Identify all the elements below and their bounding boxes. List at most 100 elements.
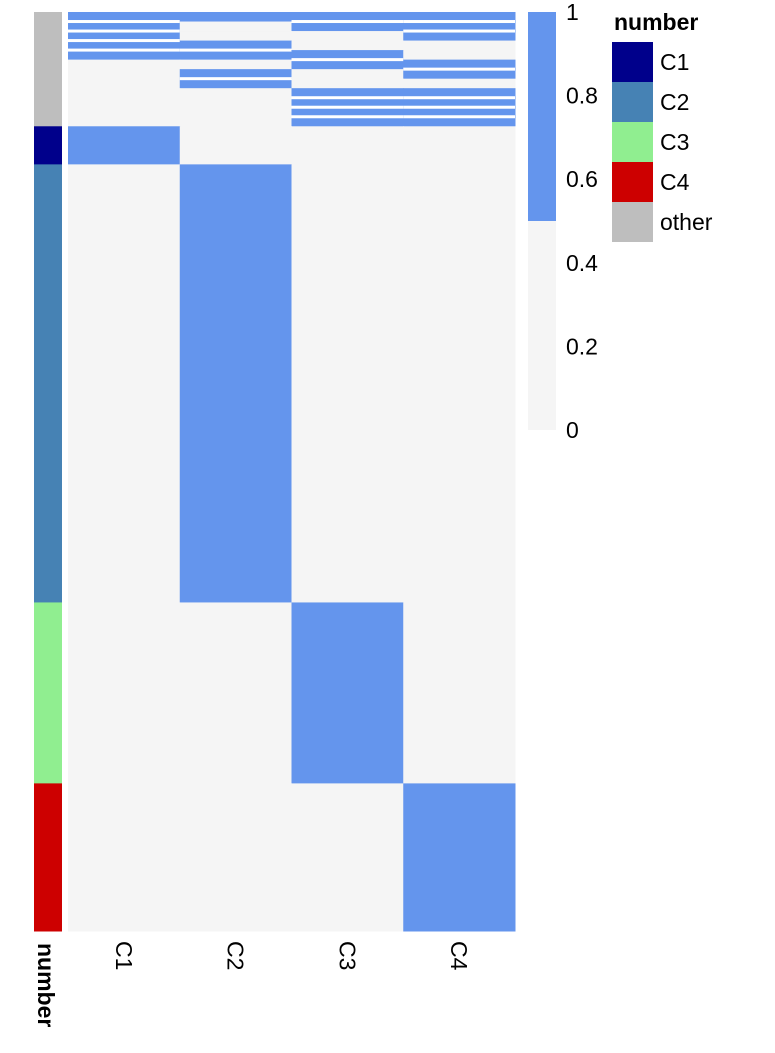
colorbar-ticks: 1 0.8 0.6 0.4 0.2 0 [566,0,598,443]
annotation-cell [34,164,62,603]
annotation-cell [34,21,62,32]
heatmap-cell [291,126,404,165]
heatmap-cell [403,69,516,80]
heatmap-cell [291,69,404,80]
legend-swatch [612,122,653,162]
heatmap-cell [179,50,292,61]
colorbar-low [528,221,556,430]
heatmap-cell [179,602,292,784]
colorbar-tick-label: 0 [566,417,579,443]
heatmap-cell [68,78,181,89]
heatmap-cell [179,107,292,118]
row-separator [68,20,180,24]
row-separator [403,105,515,109]
heatmap-cell [291,164,404,603]
heatmap-cell [403,126,516,165]
legend-swatch [612,82,653,122]
heatmap-cell [291,783,404,932]
heatmap-cell [291,12,404,23]
annotation-cell [34,69,62,80]
heatmap-cell [403,12,516,23]
heatmap-cell [179,97,292,108]
annotation-axis-label: number [33,943,59,1027]
heatmap-cell [68,126,181,165]
row-separator [403,29,515,33]
row-separator [68,48,180,52]
heatmap-cell [179,21,292,32]
annotation-cell [34,88,62,99]
row-separator [403,96,515,100]
heatmap-cell [179,31,292,42]
heatmap-cell [403,602,516,784]
annotation-cell [34,59,62,70]
heatmap-cell [68,116,181,127]
colorbar-tick-label: 0.4 [566,250,598,276]
column-labels: C1 C2 C3 C4 [111,941,472,971]
row-separator [179,77,292,81]
annotation-cell [34,116,62,127]
heatmap-cell [68,31,181,42]
annotation-cell [34,78,62,89]
heatmap-cell [68,12,181,23]
legend-label: C3 [660,129,689,155]
colorbar-tick-label: 1 [566,0,579,25]
heatmap-cell [403,78,516,89]
heatmap-cell [179,40,292,51]
annotation-cell [34,50,62,61]
heatmap-cell [68,107,181,118]
heatmap-cell [179,126,292,165]
heatmap-cell [291,21,404,32]
heatmap-cell [291,602,404,784]
colorbar [528,12,556,430]
legend-label: C1 [660,49,689,75]
annotation-bar [34,12,62,932]
heatmap-cell [403,88,516,99]
heatmap-cell [179,783,292,932]
row-separator [291,58,404,62]
heatmap-cell [403,116,516,127]
heatmap-cell [403,50,516,61]
column-label: C4 [446,941,472,971]
heatmap-cell [179,116,292,127]
colorbar-tick-label: 0.8 [566,83,598,109]
annotation-cell [34,40,62,51]
row-separator [179,48,292,52]
annotation-cell [34,12,62,23]
row-separator [403,115,515,119]
legend-title: number [614,9,698,35]
row-separator [291,20,404,24]
heatmap-cell [403,59,516,70]
annotation-legend: C1 C2 C3 C4 other [612,42,713,242]
heatmap-cell [68,59,181,70]
heatmap-cell [68,164,181,603]
heatmap-cell [68,69,181,80]
legend-label: C4 [660,169,690,195]
heatmap-cell [291,97,404,108]
heatmap-cell [68,783,181,932]
row-separator [68,39,180,43]
annotation-cell [34,783,62,932]
heatmap-cell [403,107,516,118]
colorbar-tick-label: 0.2 [566,333,598,359]
row-separator [68,29,180,33]
row-separator [403,67,515,71]
row-separator [291,96,404,100]
heatmap-cell [68,40,181,51]
row-separator [291,115,404,119]
heatmap-cell [179,78,292,89]
heatmap-cell [403,21,516,32]
legend-swatch [612,42,653,82]
heatmap-cell [68,50,181,61]
heatmap-cell [403,31,516,42]
annotation-cell [34,31,62,42]
heatmap-cell [68,88,181,99]
heatmap-cell [179,69,292,80]
heatmap-cell [291,116,404,127]
column-label: C1 [111,941,137,970]
annotation-cell [34,126,62,165]
annotation-cell [34,97,62,108]
heatmap-cell [179,59,292,70]
heatmap-cell [291,50,404,61]
heatmap-cell [403,783,516,932]
